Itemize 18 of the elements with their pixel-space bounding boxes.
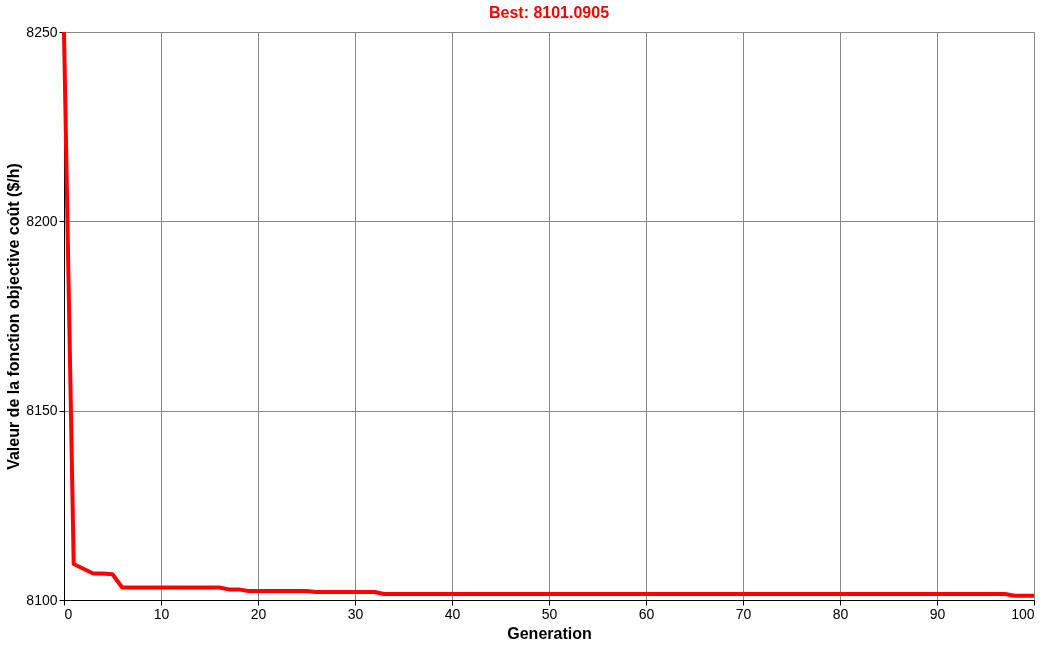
x-tick-label: 20 <box>250 605 267 622</box>
x-tick-label: 70 <box>735 605 752 622</box>
x-tick-label: 100 <box>1011 605 1035 622</box>
x-tick-label: 0 <box>64 605 73 622</box>
y-tick-label: 8150 <box>26 402 58 419</box>
x-tick-label: 40 <box>444 605 461 622</box>
x-tick-label: 30 <box>347 605 364 622</box>
x-tick-label: 10 <box>153 605 170 622</box>
x-tick-label: 50 <box>541 605 558 622</box>
y-tick-label: 8100 <box>26 591 58 608</box>
y-tick-label: 8250 <box>26 23 58 40</box>
x-tick-label: 60 <box>638 605 655 622</box>
x-axis-title: Generation <box>507 624 592 642</box>
chart-title: Best: 8101.0905 <box>488 4 610 21</box>
y-tick-label: 8200 <box>26 212 58 229</box>
x-tick-label: 90 <box>929 605 946 622</box>
x-tick-label: 80 <box>832 605 849 622</box>
y-axis-title: Valeur de la fonction objective coût ($/h) <box>5 163 23 470</box>
